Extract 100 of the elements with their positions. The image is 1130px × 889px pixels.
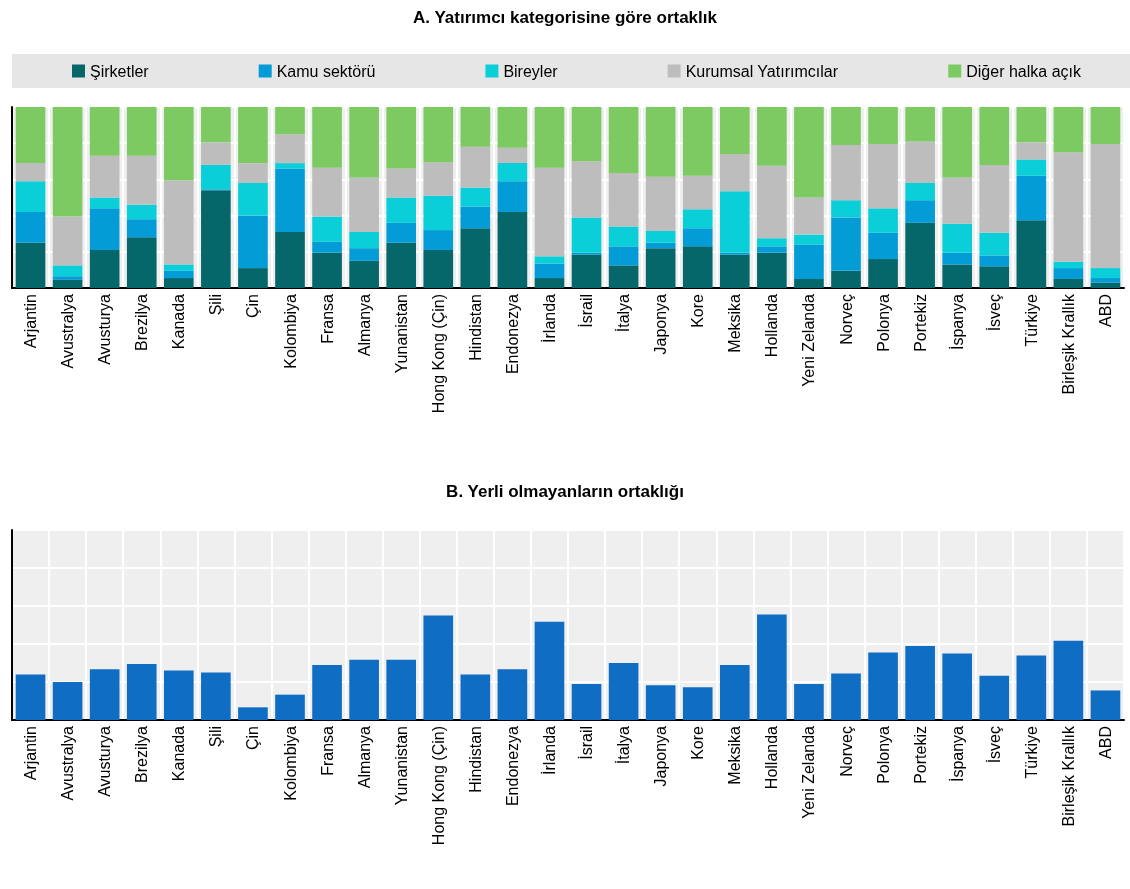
x-tick-label: Birleşik Krallık: [1059, 725, 1077, 827]
bar: [349, 231, 379, 249]
x-tick-label: Hindistan: [466, 294, 484, 361]
bar: [571, 161, 602, 218]
x-tick-label: Brezilya: [133, 725, 151, 783]
bar: [52, 265, 83, 277]
bar: [423, 195, 454, 231]
bar: [163, 107, 194, 181]
bar: [386, 659, 417, 720]
x-tick-label: Birleşik Krallık: [1059, 293, 1077, 395]
bar: [1053, 261, 1084, 269]
bar: [497, 163, 528, 182]
bar: [979, 232, 1010, 256]
bar: [979, 164, 1010, 233]
bar: [15, 163, 46, 182]
bar: [942, 653, 973, 720]
bar: [719, 254, 750, 288]
bar: [163, 270, 194, 279]
bar: [645, 230, 676, 243]
legend-label: Şirketler: [90, 62, 150, 80]
x-tick-label: Arjantin: [22, 294, 40, 349]
chart-title: B. Yerli olmayanların ortaklığı: [446, 482, 684, 501]
bar: [238, 107, 268, 164]
bar: [794, 278, 824, 288]
x-tick-label: ABD: [1096, 294, 1114, 327]
bar: [423, 249, 454, 288]
bar: [979, 675, 1010, 720]
bar: [831, 200, 861, 218]
bar: [1090, 282, 1121, 288]
bar: [460, 206, 491, 229]
bar: [349, 659, 379, 720]
bar: [126, 237, 157, 288]
bar: [52, 216, 83, 266]
bar: [275, 134, 305, 164]
bar: [682, 209, 713, 229]
bar: [645, 685, 676, 720]
bar: [942, 177, 973, 224]
x-tick-label: İsrail: [577, 294, 596, 328]
bar: [238, 163, 268, 184]
x-tick-label: Avustralya: [59, 725, 77, 801]
bar: [1016, 142, 1047, 160]
bar: [126, 155, 157, 205]
x-tick-label: Yeni Zelanda: [800, 293, 818, 387]
bar: [52, 276, 83, 280]
bar: [905, 107, 935, 142]
bar: [905, 141, 935, 184]
x-tick-label: Fransa: [318, 293, 336, 344]
x-tick-label: Norveç: [837, 726, 855, 777]
bar: [163, 278, 194, 288]
bar: [15, 181, 46, 212]
x-tick-label: Hong Kong (Çin): [429, 294, 447, 414]
bar: [497, 107, 528, 148]
x-tick-label: Yeni Zelanda: [800, 725, 818, 819]
bar: [126, 219, 157, 238]
bar: [1053, 278, 1084, 288]
legend-label: Bireyler: [503, 62, 559, 80]
bar: [1053, 268, 1084, 279]
bar: [423, 230, 454, 250]
bar: [831, 217, 861, 271]
bar: [1090, 690, 1121, 720]
bar: [89, 669, 120, 720]
x-tick-label: Kanada: [170, 725, 188, 782]
bar: [645, 107, 676, 177]
bar: [52, 682, 83, 720]
x-tick-label: Kanada: [170, 293, 188, 350]
bar: [275, 231, 305, 288]
x-tick-label: Polonya: [874, 725, 892, 784]
x-tick-label: Türkiye: [1022, 293, 1040, 347]
x-tick-label: Hindistan: [466, 726, 484, 793]
x-tick-label: Çin: [244, 294, 262, 319]
x-tick-label: Endonezya: [503, 293, 521, 375]
x-tick-label: İspanya: [947, 293, 966, 351]
bar: [905, 646, 935, 720]
bar: [757, 614, 787, 720]
bar: [89, 155, 120, 198]
bar: [942, 223, 973, 253]
bar: [349, 248, 379, 261]
bar: [238, 268, 268, 288]
x-tick-label: Türkiye: [1022, 725, 1040, 779]
x-tick-label: İrlanda: [539, 725, 558, 775]
bar: [1016, 655, 1047, 720]
bar: [942, 107, 973, 178]
bar: [1090, 278, 1121, 283]
bar: [719, 665, 750, 720]
bar: [1016, 159, 1047, 176]
bar: [312, 665, 342, 720]
x-tick-label: İtalya: [614, 293, 633, 333]
bar: [201, 164, 231, 190]
bar: [238, 215, 268, 269]
x-tick-label: Meksika: [726, 725, 744, 785]
bar: [794, 244, 824, 279]
bar: [794, 234, 824, 245]
x-tick-label: Yunanistan: [392, 294, 410, 374]
x-tick-label: Avusturya: [96, 293, 114, 365]
bar: [608, 265, 639, 288]
x-tick-label: Kolombiya: [281, 725, 299, 801]
x-tick-label: İtalya: [614, 725, 633, 765]
bar: [460, 107, 491, 147]
x-tick-label: Endonezya: [503, 725, 521, 807]
x-tick-label: İsrail: [577, 726, 596, 760]
